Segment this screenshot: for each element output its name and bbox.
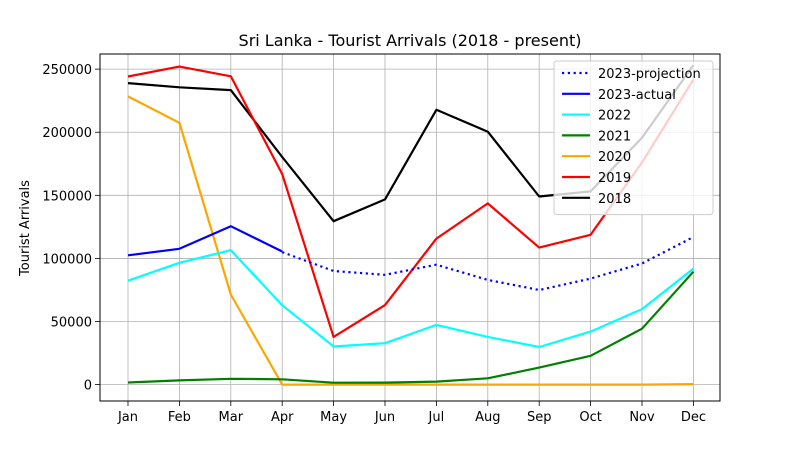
legend-label: 2018 <box>598 192 631 207</box>
series-line-2022 <box>127 249 695 349</box>
y-tick-label: 0 <box>84 379 92 394</box>
legend-label: 2019 <box>598 171 631 186</box>
x-tick-label: Feb <box>168 410 191 425</box>
x-tick-label: Nov <box>629 410 655 425</box>
x-tick-label: Apr <box>271 410 294 425</box>
y-tick-label: 250000 <box>42 63 92 78</box>
legend-box <box>553 60 714 216</box>
x-axis: Jan Feb Mar Apr May Jun Jul Aug Sep Oct Nov Dec <box>117 401 706 425</box>
y-axis: 0 50000 100000 150000 200000 250000 <box>42 63 100 394</box>
y-tick-label: 200000 <box>42 126 92 141</box>
x-tick-label: Oct <box>579 410 601 425</box>
x-tick-label: Aug <box>475 410 500 425</box>
x-tick-label: Dec <box>681 410 706 425</box>
legend-label: 2023-actual <box>598 88 676 103</box>
y-tick-label: 50000 <box>51 316 92 331</box>
legend-label: 2023-projection <box>598 67 701 82</box>
legend-label: 2021 <box>598 129 631 144</box>
grid <box>100 54 720 401</box>
y-tick-label: 100000 <box>42 252 92 267</box>
x-tick-label: Jan <box>117 410 138 425</box>
legend-label: 2022 <box>598 109 631 124</box>
series-line-2020 <box>127 95 694 386</box>
x-tick-label: Jun <box>374 410 395 425</box>
series-line-2021 <box>127 270 695 384</box>
series-line-2023-actual <box>127 225 283 257</box>
legend: 2023-projection 2023-actual 2022 2021 2020 20… <box>553 60 714 216</box>
chart-title: Sri Lanka - Tourist Arrivals (2018 - pre… <box>239 31 582 50</box>
x-tick-label: Sep <box>527 410 552 425</box>
x-tick-label: Jul <box>428 410 445 425</box>
x-tick-label: Mar <box>219 410 244 425</box>
x-tick-label: May <box>320 410 347 425</box>
series-line-2019 <box>127 65 695 338</box>
y-axis-title: Tourist Arrivals <box>18 180 33 277</box>
legend-label: 2020 <box>598 150 631 165</box>
plot-frame <box>99 53 721 402</box>
y-tick-label: 150000 <box>42 189 92 204</box>
